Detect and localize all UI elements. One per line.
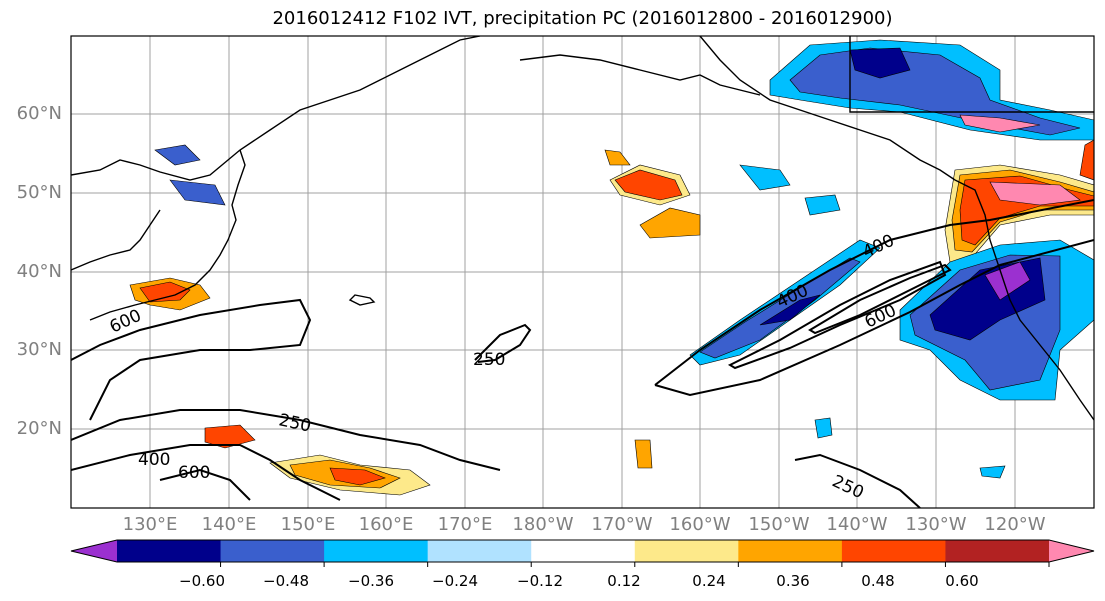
colorbar-segment	[634, 540, 739, 562]
precipitation-shading	[129, 39, 1094, 496]
colorbar-segment	[738, 540, 843, 562]
longitude-label: 180°W	[512, 514, 574, 535]
contour-label: 250	[277, 410, 313, 436]
colorbar-tick-label: −0.36	[348, 572, 394, 590]
contour-label: 400	[860, 231, 898, 263]
longitude-label: 120°W	[984, 514, 1046, 535]
colorbar-tick-label: 0.60	[945, 572, 979, 590]
coastlines	[71, 36, 1094, 421]
colorbar-segment	[324, 540, 429, 562]
longitude-label: 160°W	[669, 514, 731, 535]
map-title: 2016012412 F102 IVT, precipitation PC (2…	[272, 8, 893, 29]
longitude-label: 170°W	[591, 514, 653, 535]
colorbar-tick-label: −0.24	[432, 572, 478, 590]
colorbar-tick-label: −0.48	[263, 572, 309, 590]
colorbar	[70, 539, 1095, 567]
longitude-label: 140°W	[826, 514, 888, 535]
colorbar-tick-label: −0.12	[517, 572, 563, 590]
longitude-label: 150°W	[748, 514, 810, 535]
longitude-label: 130°E	[122, 514, 178, 535]
latitude-label: 20°N	[16, 418, 62, 439]
colorbar-segment	[841, 540, 946, 562]
map-plot-area: 250 400 600 250 250 400 600 400 600	[71, 36, 1094, 508]
colorbar-extend-high	[1049, 540, 1094, 562]
ivt-contours	[71, 199, 1094, 508]
longitude-label: 170°E	[437, 514, 493, 535]
longitude-label: 150°E	[280, 514, 336, 535]
latitude-label: 30°N	[16, 339, 62, 360]
colorbar-segment	[945, 540, 1050, 562]
colorbar-segment	[427, 540, 532, 562]
contour-label: 250	[473, 350, 505, 370]
colorbar-tick-label: 0.48	[861, 572, 895, 590]
contour-label: 600	[107, 306, 145, 338]
contour-label: 600	[178, 463, 210, 483]
longitude-label: 160°E	[358, 514, 414, 535]
longitude-label: 130°W	[905, 514, 967, 535]
latitude-label: 60°N	[16, 103, 62, 124]
colorbar-segment	[117, 540, 222, 562]
colorbar-tick-label: 0.12	[607, 572, 641, 590]
colorbar-tick-label: 0.24	[692, 572, 726, 590]
map-frame	[70, 35, 1095, 509]
contour-label: 600	[862, 301, 900, 333]
contour-label: 400	[138, 450, 170, 470]
colorbar-segment	[531, 540, 636, 562]
colorbar-extend-low	[71, 540, 117, 562]
colorbar-outline	[70, 539, 1095, 563]
latitude-label: 40°N	[16, 261, 62, 282]
contour-label: 250	[829, 471, 867, 503]
colorbar-tick-label: 0.36	[776, 572, 810, 590]
latitude-label: 50°N	[16, 182, 62, 203]
longitude-label: 140°E	[201, 514, 257, 535]
colorbar-tick-label: −0.60	[179, 572, 225, 590]
colorbar-segment	[220, 540, 325, 562]
